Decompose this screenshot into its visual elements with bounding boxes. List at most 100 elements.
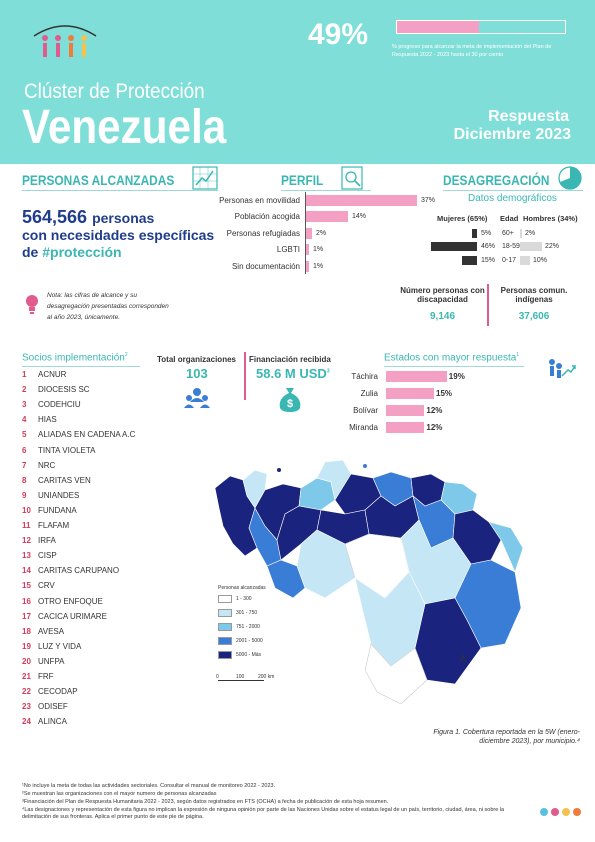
reach-note: Nota: las cifras de alcance y su desagre…: [47, 292, 169, 321]
funding-sup: 3: [326, 368, 330, 375]
legend-swatch: [218, 595, 232, 603]
map-scale-bar: 0 100 200 km: [216, 674, 278, 684]
profile-value: 37%: [421, 197, 436, 204]
disability-value: 9,146: [429, 311, 456, 322]
partner-name: CODEHCIU: [38, 400, 81, 410]
profile-label: Población acogida: [234, 212, 300, 221]
svg-text:$: $: [287, 398, 293, 410]
indigenous-label: Personas comun. indígenas: [500, 286, 568, 304]
partner-number: 24: [22, 717, 31, 727]
disability-label: Número personas con discapacidad: [400, 286, 485, 304]
partner-number: 4: [22, 415, 27, 425]
partner-number: 21: [22, 672, 31, 681]
profile-axis: [305, 192, 306, 274]
legend-item: 751 - 2000: [218, 623, 266, 631]
partner-name: OTRO ENFOQUE: [38, 596, 103, 606]
men-value: 22%: [545, 243, 560, 250]
men-bar: [520, 229, 522, 238]
profile-bar: [306, 228, 312, 239]
partner-item: 9 UNIANDES: [22, 491, 79, 506]
footnote-4: ⁴Las designaciones y representación de e…: [22, 807, 505, 820]
profile-bar: [306, 261, 309, 272]
legend-swatch: [218, 651, 232, 659]
women-value: 5%: [481, 230, 492, 237]
partner-name: FRF: [38, 672, 54, 681]
partner-item: 16 OTRO ENFOQUE: [22, 597, 103, 612]
scale-label-1: 100: [236, 674, 245, 680]
partner-name: CECODAP: [38, 687, 78, 697]
partner-number: 19: [22, 641, 31, 651]
divider-pink: [244, 352, 246, 400]
state-label: Bolívar: [353, 406, 378, 415]
women-header: Mujeres (65%): [437, 214, 488, 223]
women-value: 46%: [481, 243, 496, 250]
orgs-value: 103: [186, 366, 208, 381]
progress-percent: 49%: [308, 18, 369, 51]
men-bar: [520, 242, 542, 251]
women-bar: [462, 256, 477, 265]
reach-line-3-prefix: de: [22, 244, 43, 260]
cluster-title: Clúster de Protección: [24, 80, 205, 103]
legend-item: 1 - 300: [218, 595, 266, 603]
decorative-dot: [540, 808, 548, 816]
map-legend: Personas alcanzadas 1 - 300 301 - 750 751 …: [218, 585, 266, 665]
partner-item: 4 HIAS: [22, 415, 57, 430]
state-bar: [386, 388, 434, 399]
legend-label: 1 - 300: [236, 596, 252, 602]
state-value: 12%: [426, 423, 443, 432]
partner-name: CARITAS CARUPANO: [38, 566, 120, 576]
partner-item: 6 TINTA VIOLETA: [22, 446, 96, 461]
profile-search-icon: [341, 166, 363, 190]
reach-word: personas: [92, 210, 155, 226]
state-label: Táchira: [351, 372, 378, 381]
partner-name: LUZ Y VIDA: [38, 641, 82, 651]
partner-number: 13: [22, 551, 31, 561]
profile-value: 1%: [313, 246, 324, 253]
legend-label: 5000 - Más: [236, 652, 262, 658]
women-bar: [472, 229, 477, 238]
age-label: 18-59: [502, 243, 520, 250]
partner-number: 16: [22, 596, 31, 606]
state-label: Zulia: [360, 389, 378, 398]
profile-bar: [306, 244, 309, 255]
country-title: Venezuela: [22, 101, 227, 154]
chart-icon: [192, 166, 218, 190]
disaggregation-section-title: DESAGREGACIÓN: [443, 172, 550, 188]
partner-number: 10: [22, 505, 31, 515]
growth-people-icon: [549, 359, 576, 378]
map-caption: Figura 1. Cobertura reportada en la 5W (…: [433, 729, 580, 745]
partner-number: 9: [22, 490, 27, 500]
profile-label: Sin documentación: [231, 262, 300, 271]
partner-number: 1: [22, 370, 27, 379]
partner-name: TINTA VIOLETA: [38, 445, 96, 455]
legend-label: 301 - 750: [236, 610, 258, 616]
partner-name: ALIADAS EN CADENA A.C: [38, 430, 136, 440]
reach-number: 564,566: [22, 207, 88, 227]
partner-item: 19 LUZ Y VIDA: [22, 642, 81, 657]
state-label: Miranda: [349, 423, 378, 432]
profile-value: 1%: [313, 263, 324, 270]
partner-name: FLAFAM: [38, 521, 70, 530]
women-bar: [431, 242, 477, 251]
partner-name: HIAS: [38, 415, 57, 425]
reach-total: 564,566 personas: [22, 207, 154, 228]
partner-number: 20: [22, 656, 31, 666]
partner-item: 18 AVESA: [22, 627, 64, 642]
lightbulb-icon: [26, 295, 38, 314]
states-title: Estados con mayor respuesta1: [384, 352, 519, 363]
legend-item: 301 - 750: [218, 609, 266, 617]
orgs-label: Total organizaciones: [157, 355, 236, 364]
legend-item: 2001 - 5000: [218, 637, 266, 645]
partner-item: 14 CARITAS CARUPANO: [22, 566, 119, 581]
north-arrow-icon: [459, 653, 467, 664]
footnote-3: ³Financiación del Plan de Respuesta Huma…: [22, 799, 389, 805]
partner-number: 15: [22, 581, 31, 591]
age-header: Edad: [500, 214, 519, 223]
demographics-subtitle: Datos demográficos: [468, 193, 557, 204]
partner-name: FUNDANA: [38, 505, 77, 515]
partner-item: 1 ACNUR: [22, 370, 66, 385]
divider: [281, 190, 371, 191]
indigenous-value: 37,606: [518, 311, 550, 322]
divider: [443, 190, 583, 191]
legend-swatch: [218, 609, 232, 617]
